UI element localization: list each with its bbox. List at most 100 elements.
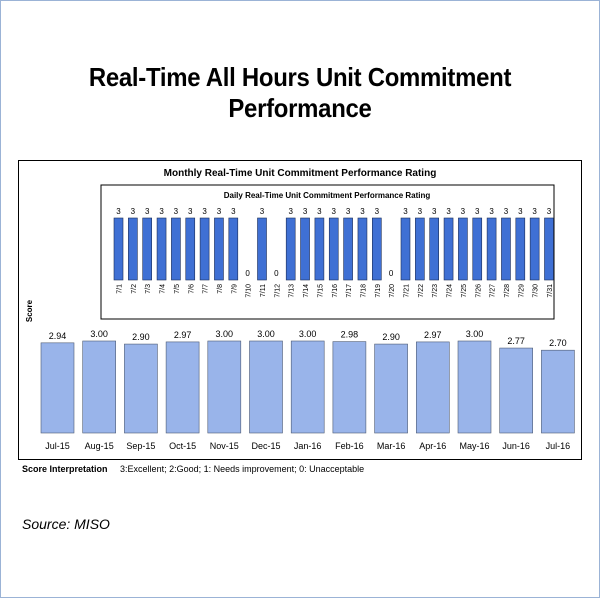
daily-category-label: 7/25	[461, 284, 468, 298]
source-note: Source: MISO	[22, 516, 110, 532]
daily-category-label: 7/10	[246, 284, 253, 298]
monthly-category-label: Jul-15	[45, 441, 70, 451]
monthly-value-label: 2.98	[341, 330, 359, 340]
monthly-bars-layer: 2.94 Jul-15 3.00 Aug-15 2.90 Sep-15 2.97 Oct-15…	[40, 329, 575, 451]
daily-bar	[300, 217, 310, 281]
monthly-value-label: 2.90	[382, 332, 400, 342]
daily-category-label: 7/13	[289, 284, 296, 298]
daily-bar	[515, 217, 526, 281]
daily-bar	[400, 217, 411, 281]
daily-category-label: 7/17	[346, 284, 353, 298]
monthly-category-label: Oct-15	[169, 441, 196, 451]
monthly-category-label: Jun-16	[502, 441, 530, 451]
daily-category-label: 7/9	[231, 284, 238, 294]
daily-bar	[501, 217, 511, 281]
daily-category-label: 7/23	[432, 284, 439, 298]
daily-value-label: 3	[288, 207, 293, 216]
daily-bar	[529, 217, 540, 281]
chart-svg: Monthly Real-Time Unit Commitment Perfor…	[25, 168, 575, 451]
daily-value-label: 3	[375, 207, 380, 216]
daily-value-label: 3	[532, 207, 537, 216]
daily-bar	[171, 217, 181, 281]
daily-value-label: 3	[188, 207, 193, 216]
daily-category-label: 7/24	[447, 284, 454, 298]
score-interpretation-label: Score Interpretation	[22, 464, 108, 474]
daily-bar	[429, 217, 440, 281]
daily-category-label: 7/2	[131, 284, 138, 294]
daily-category-label: 7/30	[533, 284, 540, 298]
daily-category-label: 7/4	[160, 284, 167, 294]
daily-bar	[486, 217, 497, 281]
daily-category-label: 7/31	[547, 284, 554, 298]
daily-category-label: 7/12	[274, 284, 281, 298]
daily-value-label: 3	[489, 207, 494, 216]
monthly-category-label: Dec-15	[251, 441, 280, 451]
daily-category-label: 7/3	[145, 284, 152, 294]
monthly-bar	[207, 340, 242, 434]
daily-bar	[328, 217, 339, 281]
daily-bar	[142, 217, 152, 281]
daily-value-label: 3	[202, 207, 207, 216]
daily-category-label: 7/21	[404, 284, 411, 298]
monthly-value-label: 2.94	[49, 331, 67, 341]
monthly-category-label: Nov-15	[210, 441, 239, 451]
daily-bar	[128, 217, 138, 281]
monthly-bar	[165, 341, 200, 434]
daily-category-label: 7/15	[317, 284, 324, 298]
daily-bars-layer: 37/137/237/337/437/537/637/737/837/907/1…	[113, 207, 554, 298]
daily-category-label: 7/26	[475, 284, 482, 298]
daily-category-label: 7/27	[490, 284, 497, 298]
daily-bar	[185, 217, 196, 281]
daily-bar	[214, 217, 224, 281]
daily-value-label: 3	[332, 207, 337, 216]
daily-category-label: 7/19	[375, 284, 382, 298]
monthly-value-label: 2.70	[549, 338, 567, 348]
daily-value-label: 3	[418, 207, 423, 216]
daily-chart-title: Daily Real-Time Unit Commitment Performa…	[224, 191, 431, 200]
chart-container: Monthly Real-Time Unit Commitment Perfor…	[18, 160, 582, 460]
monthly-value-label: 3.00	[466, 329, 484, 339]
daily-value-label: 3	[461, 207, 466, 216]
daily-value-label: 3	[547, 207, 552, 216]
monthly-value-label: 2.77	[507, 336, 525, 346]
daily-value-label: 3	[518, 207, 523, 216]
daily-bar	[415, 217, 425, 281]
daily-bar	[113, 217, 124, 281]
daily-bar	[544, 217, 554, 281]
daily-bar	[472, 217, 483, 281]
daily-bar	[285, 217, 296, 281]
daily-bar	[343, 217, 353, 281]
daily-value-label: 3	[360, 207, 365, 216]
daily-category-label: 7/5	[174, 284, 181, 294]
daily-value-label: 3	[217, 207, 222, 216]
monthly-value-label: 2.97	[424, 330, 442, 340]
monthly-category-label: Mar-16	[377, 441, 406, 451]
daily-bar	[443, 217, 454, 281]
monthly-category-label: Jan-16	[294, 441, 322, 451]
score-interpretation-note: Score Interpretation 3:Excellent; 2:Good…	[22, 464, 364, 474]
daily-bar	[257, 217, 267, 281]
score-interpretation-text: 3:Excellent; 2:Good; 1: Needs improvemen…	[120, 464, 365, 474]
daily-bar	[228, 217, 239, 281]
daily-category-label: 7/20	[389, 284, 396, 298]
monthly-category-label: Apr-16	[419, 441, 446, 451]
daily-category-label: 7/8	[217, 284, 224, 294]
page-title: Real-Time All Hours Unit Commitment Perf…	[88, 62, 512, 123]
daily-category-label: 7/1	[117, 284, 124, 294]
daily-bar	[357, 217, 368, 281]
daily-value-label: 0	[245, 269, 250, 278]
daily-value-label: 3	[159, 207, 164, 216]
monthly-value-label: 2.90	[132, 332, 150, 342]
daily-category-label: 7/22	[418, 284, 425, 298]
daily-bar	[371, 217, 382, 281]
daily-bar	[458, 217, 468, 281]
daily-value-label: 3	[260, 207, 265, 216]
daily-value-label: 3	[475, 207, 480, 216]
daily-value-label: 3	[131, 207, 136, 216]
daily-category-label: 7/7	[203, 284, 210, 294]
daily-value-label: 3	[174, 207, 179, 216]
daily-category-label: 7/18	[360, 284, 367, 298]
daily-category-label: 7/28	[504, 284, 511, 298]
daily-category-label: 7/14	[303, 284, 310, 298]
daily-bar	[199, 217, 210, 281]
